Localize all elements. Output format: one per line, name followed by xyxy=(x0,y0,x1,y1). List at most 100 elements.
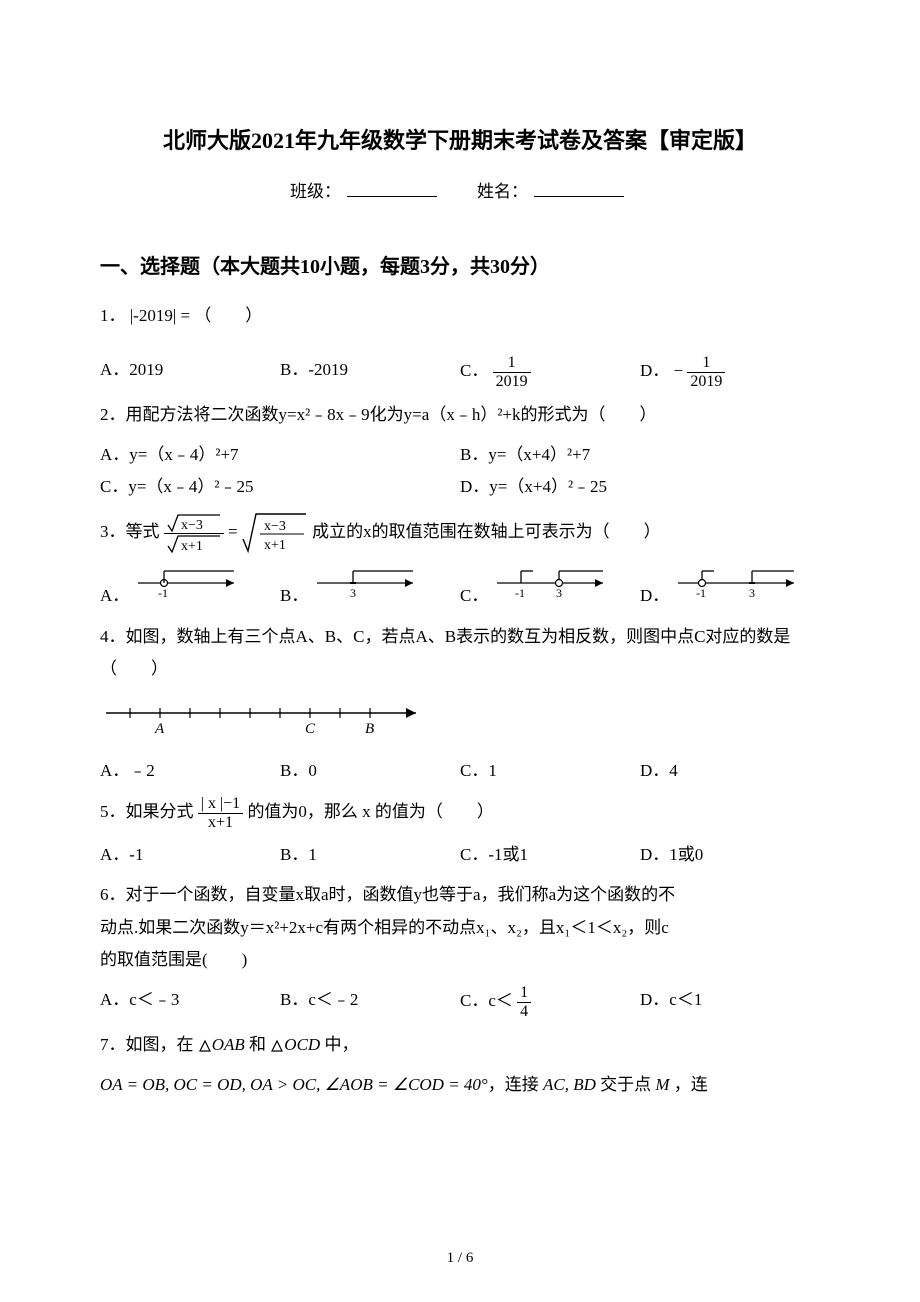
q2-opt-c: C．y=（x﹣4）²﹣25 xyxy=(100,471,460,503)
page-title: 北师大版2021年九年级数学下册期末考试卷及答案【审定版】 xyxy=(100,120,820,162)
q1-a-label: A． xyxy=(100,360,129,379)
q1-paren: （ ） xyxy=(194,306,262,325)
q3-lhs: x−3 x+1 xyxy=(164,513,224,554)
q7-suffix1: 中， xyxy=(324,1035,358,1054)
page-footer: 1 / 6 xyxy=(0,1244,920,1273)
q1-d-frac: 1 2019 xyxy=(687,354,725,390)
svg-text:C: C xyxy=(305,721,316,737)
q7-l2-s1: 交于点 xyxy=(596,1075,656,1094)
q3-eq: = xyxy=(228,522,238,541)
q5-suffix: 的值为0，那么 x 的值为（ ） xyxy=(247,802,494,821)
q2-opt-d: D．y=（x+4）²﹣25 xyxy=(460,471,820,503)
q1-b-value: -2019 xyxy=(308,360,348,379)
q6-line3: 的取值范围是( ) xyxy=(100,944,820,976)
q6-opt-a: A．c＜﹣3 xyxy=(100,984,280,1020)
svg-text:B: B xyxy=(365,721,374,737)
q1-prefix: 1． xyxy=(100,306,126,325)
q3-suffix: 成立的x的取值范围在数轴上可表示为（ ） xyxy=(312,522,661,541)
q1-opt-b: B．-2019 xyxy=(280,354,460,390)
q2-opt-a: A．y=（x﹣4）²+7 xyxy=(100,439,460,471)
q5-frac: | x |−1 x+1 xyxy=(198,795,243,831)
q1-b-label: B． xyxy=(280,360,308,379)
q6-c-frac: 1 4 xyxy=(517,984,531,1020)
sqrt-icon: x+1 xyxy=(167,534,221,554)
q2-opt-b: B．y=（x+4）²+7 xyxy=(460,439,820,471)
q2-options: A．y=（x﹣4）²+7 B．y=（x+4）²+7 C．y=（x﹣4）²﹣25 … xyxy=(100,439,820,504)
q7-mid: 和 xyxy=(249,1035,266,1054)
q3-lhs-num: x−3 xyxy=(164,513,224,533)
question-7-line2: OA = OB, OC = OD, OA > OC, ∠AOB = ∠COD =… xyxy=(100,1069,820,1101)
q4-opt-d: D．4 xyxy=(640,755,820,787)
q7-l2-m: M xyxy=(655,1075,669,1094)
svg-text:x−3: x−3 xyxy=(264,519,286,534)
q3-opt-d: D． -1 3 xyxy=(640,563,820,612)
q1-opt-c: C． 1 2019 xyxy=(460,354,640,390)
svg-text:x−3: x−3 xyxy=(181,518,203,533)
q5-opt-b: B．1 xyxy=(280,839,460,871)
q5-num: | x |−1 xyxy=(198,795,243,813)
sqrt-icon: x−3 xyxy=(167,513,221,533)
q6-c-num: 1 xyxy=(517,984,531,1002)
question-3: 3．等式 x−3 x+1 = x−3 x+1 xyxy=(100,511,820,555)
student-info-row: 班级： 姓名： xyxy=(100,176,820,208)
q1-c-label: C． xyxy=(460,361,488,380)
class-label: 班级： xyxy=(290,182,341,201)
question-4: 4．如图，数轴上有三个点A、B、C，若点A、B表示的数互为相反数，则图中点C对应… xyxy=(100,621,820,686)
q7-l2-s2: ，连 xyxy=(670,1075,708,1094)
q7-l2-ac: AC, BD xyxy=(543,1075,596,1094)
q6-line1: 6．对于一个函数，自变量x取a时，函数值y也等于a，我们称a为这个函数的不 xyxy=(100,879,820,911)
numberline-a: -1 xyxy=(134,563,244,601)
q3-options: A． -1 B． 3 C． xyxy=(100,563,820,612)
q1-c-num: 1 xyxy=(493,354,531,372)
q3-rhs: x−3 x+1 xyxy=(242,511,308,555)
triangle-icon xyxy=(270,1039,284,1053)
svg-text:x+1: x+1 xyxy=(264,538,286,553)
name-blank xyxy=(534,179,624,197)
q1-d-den: 2019 xyxy=(687,372,725,391)
q5-den: x+1 xyxy=(198,813,243,832)
section-1-heading: 一、选择题（本大题共10小题，每题3分，共30分） xyxy=(100,248,820,286)
q5-opt-c: C．-1或1 xyxy=(460,839,640,871)
svg-text:3: 3 xyxy=(556,586,562,600)
q1-d-sign: − xyxy=(674,361,684,380)
q6-opt-c: C．c＜ 1 4 xyxy=(460,984,640,1020)
q3-opt-a: A． -1 xyxy=(100,563,280,612)
q7-prefix: 7．如图，在 xyxy=(100,1035,194,1054)
q3-d-label: D． xyxy=(640,586,669,605)
question-6: 6．对于一个函数，自变量x取a时，函数值y也等于a，我们称a为这个函数的不 动点… xyxy=(100,879,820,976)
svg-text:-1: -1 xyxy=(515,586,525,600)
class-blank xyxy=(347,179,437,197)
q5-options: A．-1 B．1 C．-1或1 D．1或0 xyxy=(100,839,820,871)
numberline-d: -1 3 xyxy=(674,563,804,601)
q5-opt-a: A．-1 xyxy=(100,839,280,871)
q7-tri2: OCD xyxy=(284,1035,320,1054)
q4-numberline: A C B xyxy=(100,693,820,750)
question-7: 7．如图，在 OAB 和 OCD 中， xyxy=(100,1029,820,1061)
q7-l2-mid: ，连接 xyxy=(488,1075,543,1094)
triangle-icon xyxy=(198,1039,212,1053)
q1-a-value: 2019 xyxy=(129,360,163,379)
numberline-b: 3 xyxy=(313,563,423,601)
q1-expr: |-2019| = xyxy=(130,306,190,325)
q3-prefix: 3．等式 xyxy=(100,522,164,541)
svg-text:A: A xyxy=(154,721,165,737)
q3-opt-b: B． 3 xyxy=(280,563,460,612)
q7-tri1: OAB xyxy=(212,1035,245,1054)
q1-c-frac: 1 2019 xyxy=(493,354,531,390)
q6-c-den: 4 xyxy=(517,1002,531,1021)
numberline-c: -1 3 xyxy=(493,563,613,601)
q3-lhs-den: x+1 xyxy=(164,533,224,554)
q1-d-label: D． xyxy=(640,361,669,380)
q3-b-label: B． xyxy=(280,586,308,605)
q6-opt-b: B．c＜﹣2 xyxy=(280,984,460,1020)
svg-text:3: 3 xyxy=(350,586,356,600)
q1-options: A．2019 B．-2019 C． 1 2019 D． − 1 2019 xyxy=(100,354,820,390)
q6-c-prefix: C．c＜ xyxy=(460,991,513,1010)
q3-a-label: A． xyxy=(100,586,129,605)
q1-opt-a: A．2019 xyxy=(100,354,280,390)
question-1: 1． |-2019| = （ ） xyxy=(100,300,820,332)
question-2: 2．用配方法将二次函数y=x²﹣8x﹣9化为y=a（x﹣h）²+k的形式为（ ） xyxy=(100,399,820,431)
q7-l2-expr: OA = OB, OC = OD, OA > OC, ∠AOB = ∠COD =… xyxy=(100,1075,488,1094)
q4-options: A．﹣2 B．0 C．1 D．4 xyxy=(100,755,820,787)
q4-opt-b: B．0 xyxy=(280,755,460,787)
